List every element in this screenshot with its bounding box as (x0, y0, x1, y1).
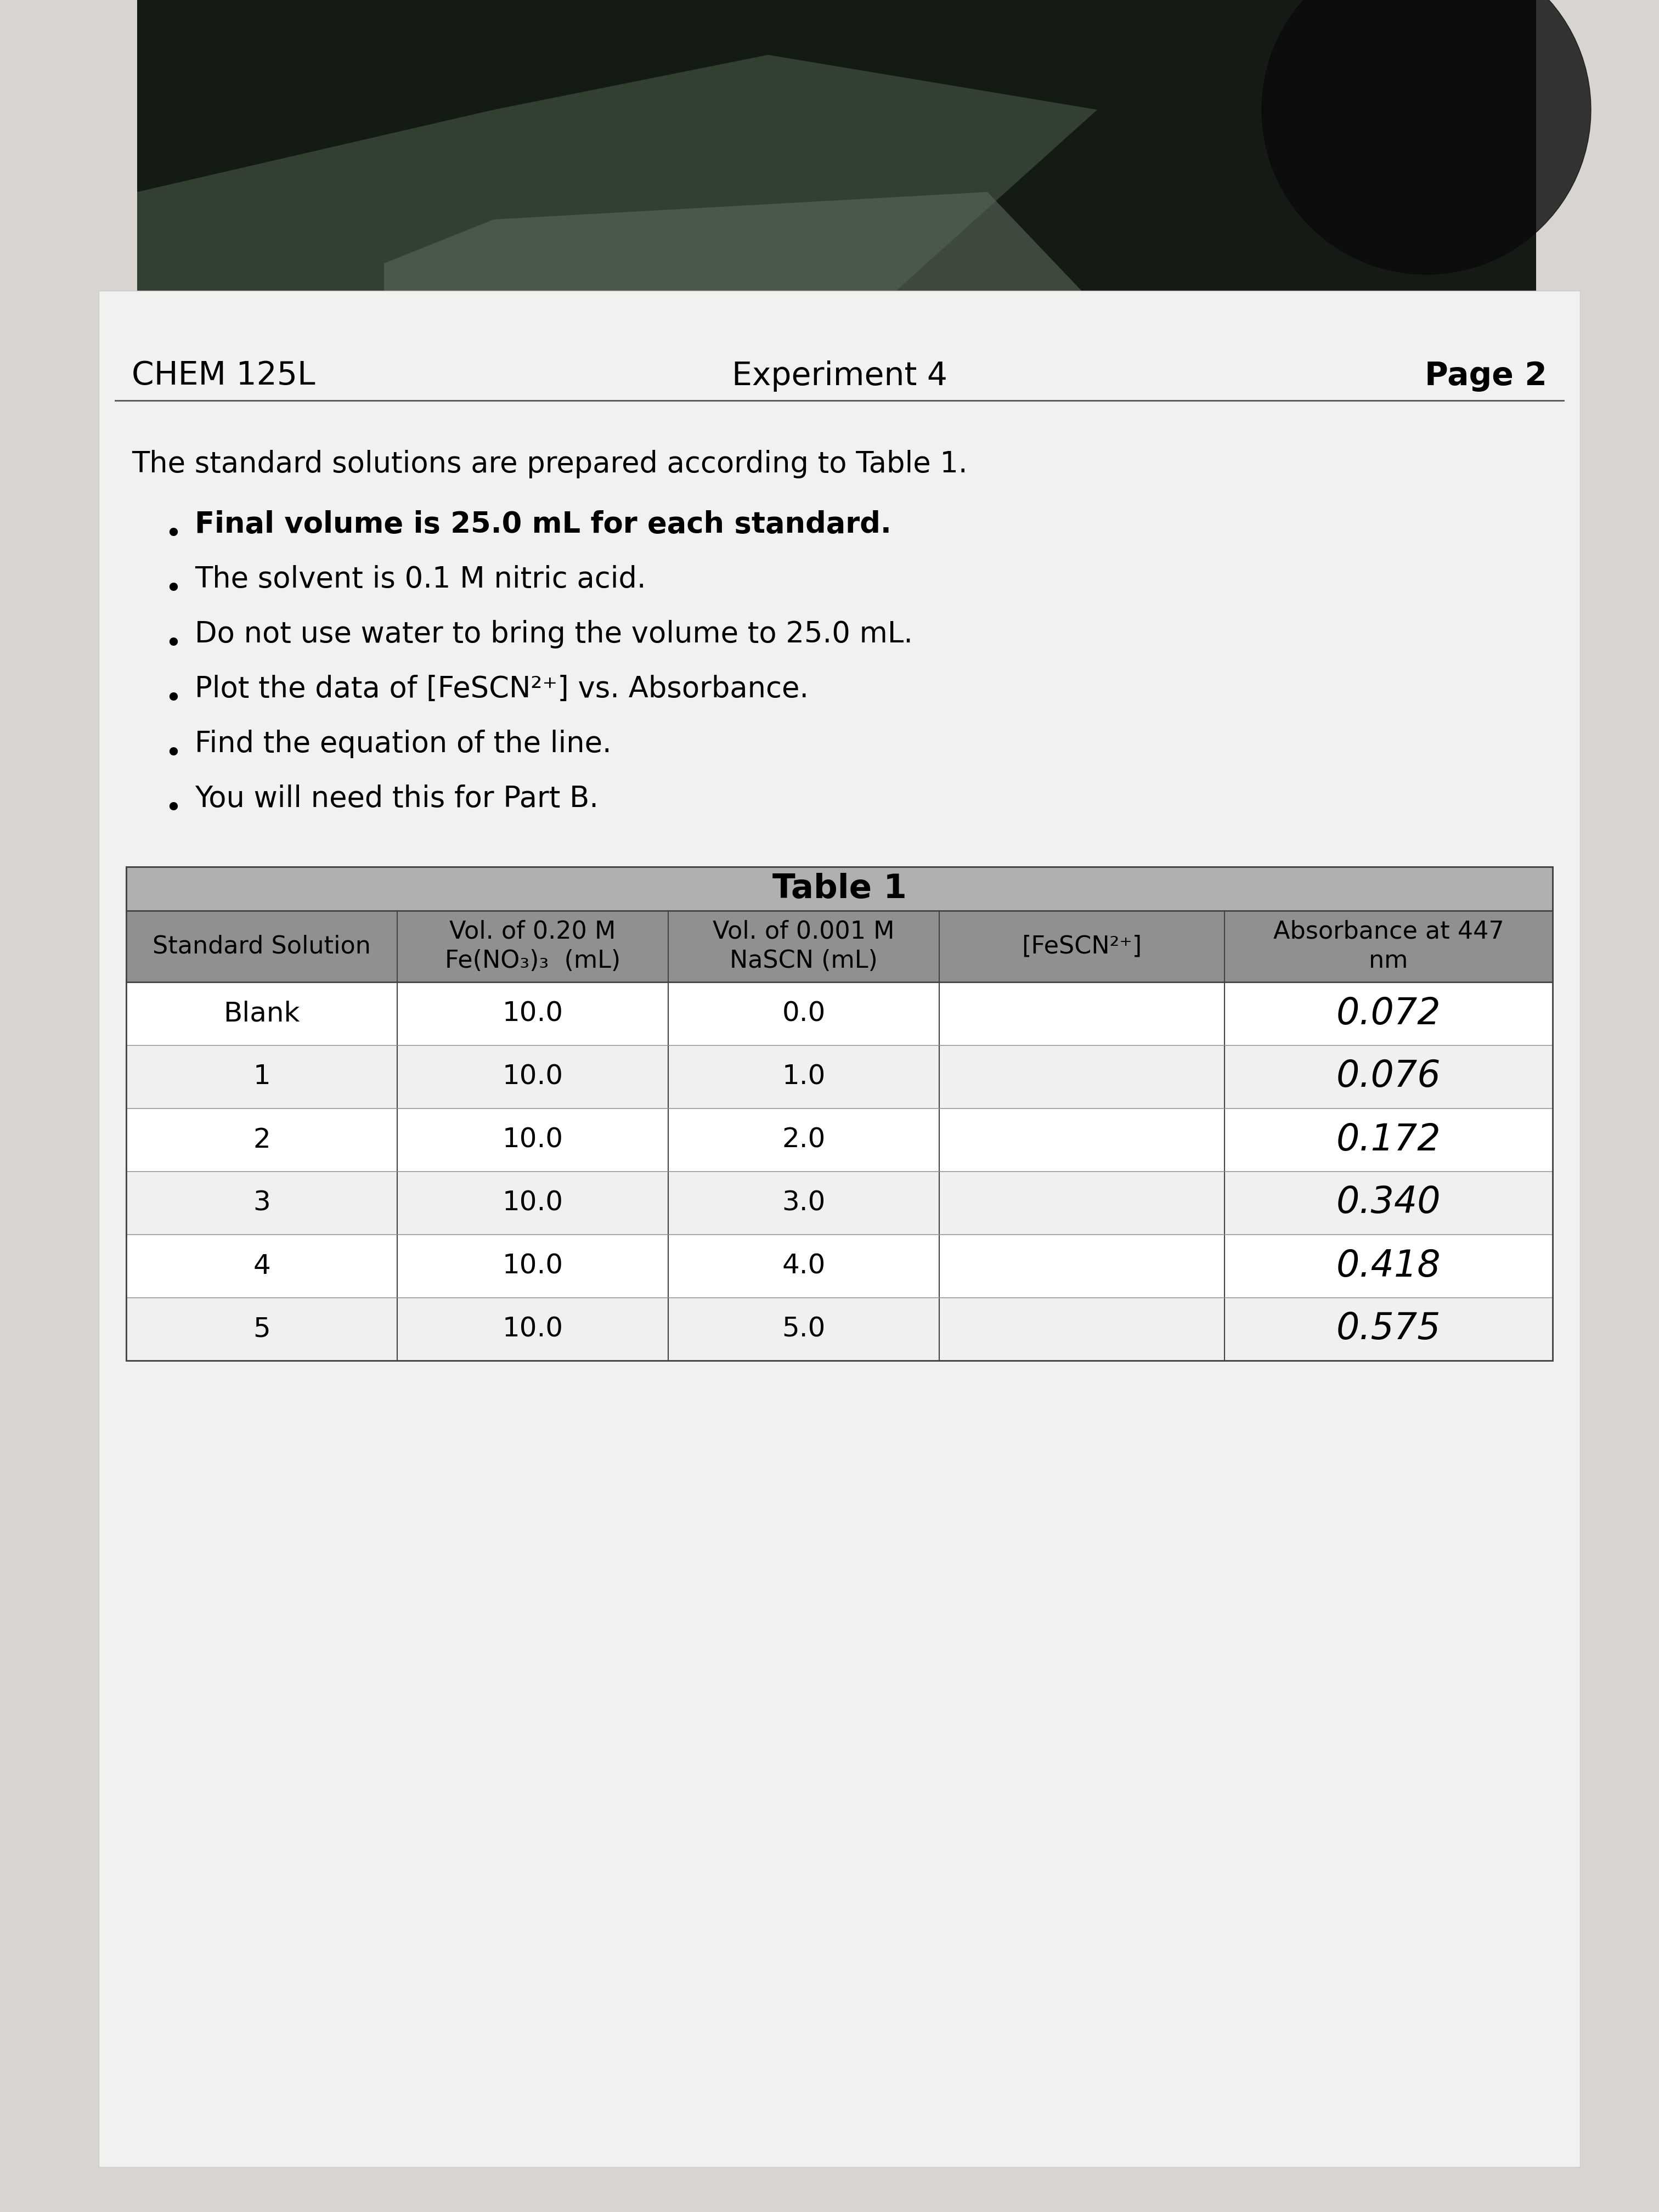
FancyBboxPatch shape (126, 1044, 1553, 1108)
Text: 0.072: 0.072 (1335, 995, 1440, 1031)
Text: Standard Solution: Standard Solution (153, 933, 372, 958)
Text: 0.340: 0.340 (1335, 1186, 1440, 1221)
FancyBboxPatch shape (126, 867, 1553, 1360)
Text: 5: 5 (252, 1316, 270, 1343)
Text: •: • (164, 630, 181, 659)
FancyBboxPatch shape (126, 911, 1553, 982)
Text: Table 1: Table 1 (771, 872, 906, 905)
Text: Vol. of 0.001 M
NaSCN (mL): Vol. of 0.001 M NaSCN (mL) (713, 920, 894, 973)
Text: 1: 1 (252, 1064, 270, 1091)
Text: [FeSCN²⁺]: [FeSCN²⁺] (1022, 933, 1141, 958)
Text: 10.0: 10.0 (503, 1126, 562, 1152)
FancyBboxPatch shape (126, 982, 1553, 1044)
FancyBboxPatch shape (100, 290, 1579, 2168)
Text: 0.575: 0.575 (1335, 1312, 1440, 1347)
Text: Blank: Blank (224, 1000, 300, 1026)
Text: You will need this for Part B.: You will need this for Part B. (194, 785, 599, 814)
FancyBboxPatch shape (126, 1298, 1553, 1360)
Text: The standard solutions are prepared according to Table 1.: The standard solutions are prepared acco… (131, 449, 967, 478)
Text: •: • (164, 520, 181, 549)
FancyBboxPatch shape (126, 1234, 1553, 1298)
Text: CHEM 125L: CHEM 125L (131, 361, 315, 392)
Text: •: • (164, 575, 181, 604)
Text: •: • (164, 794, 181, 823)
FancyBboxPatch shape (138, 0, 1536, 307)
FancyBboxPatch shape (126, 1108, 1553, 1172)
Text: 1.0: 1.0 (781, 1064, 826, 1091)
Text: Plot the data of [FeSCN²⁺] vs. Absorbance.: Plot the data of [FeSCN²⁺] vs. Absorbanc… (194, 675, 808, 703)
Text: 3.0: 3.0 (781, 1190, 826, 1217)
Text: 10.0: 10.0 (503, 1064, 562, 1091)
Text: Do not use water to bring the volume to 25.0 mL.: Do not use water to bring the volume to … (194, 619, 912, 648)
Text: 0.0: 0.0 (781, 1000, 826, 1026)
Text: 0.172: 0.172 (1335, 1121, 1440, 1157)
Text: Page 2: Page 2 (1425, 361, 1548, 392)
Text: The solvent is 0.1 M nitric acid.: The solvent is 0.1 M nitric acid. (194, 564, 645, 593)
Text: Vol. of 0.20 M
Fe(NO₃)₃  (mL): Vol. of 0.20 M Fe(NO₃)₃ (mL) (445, 920, 620, 973)
Text: 0.076: 0.076 (1335, 1060, 1440, 1095)
Text: 10.0: 10.0 (503, 1316, 562, 1343)
Text: Find the equation of the line.: Find the equation of the line. (194, 730, 612, 759)
Polygon shape (138, 55, 1097, 307)
Text: 4: 4 (252, 1252, 270, 1279)
Text: Experiment 4: Experiment 4 (732, 361, 947, 392)
Text: 10.0: 10.0 (503, 1252, 562, 1279)
Text: 0.418: 0.418 (1335, 1248, 1440, 1283)
Polygon shape (383, 192, 1097, 307)
FancyBboxPatch shape (126, 1172, 1553, 1234)
Text: Final volume is 25.0 mL for each standard.: Final volume is 25.0 mL for each standar… (194, 511, 891, 540)
Text: 5.0: 5.0 (781, 1316, 826, 1343)
Text: 2.0: 2.0 (781, 1126, 826, 1152)
Text: •: • (164, 686, 181, 712)
FancyBboxPatch shape (138, 0, 1536, 307)
Text: 2: 2 (252, 1126, 270, 1152)
Text: 4.0: 4.0 (781, 1252, 826, 1279)
Text: •: • (164, 739, 181, 768)
Polygon shape (1262, 0, 1591, 274)
Text: 3: 3 (252, 1190, 270, 1217)
Text: Absorbance at 447
nm: Absorbance at 447 nm (1272, 920, 1505, 973)
Text: 10.0: 10.0 (503, 1000, 562, 1026)
Text: 10.0: 10.0 (503, 1190, 562, 1217)
